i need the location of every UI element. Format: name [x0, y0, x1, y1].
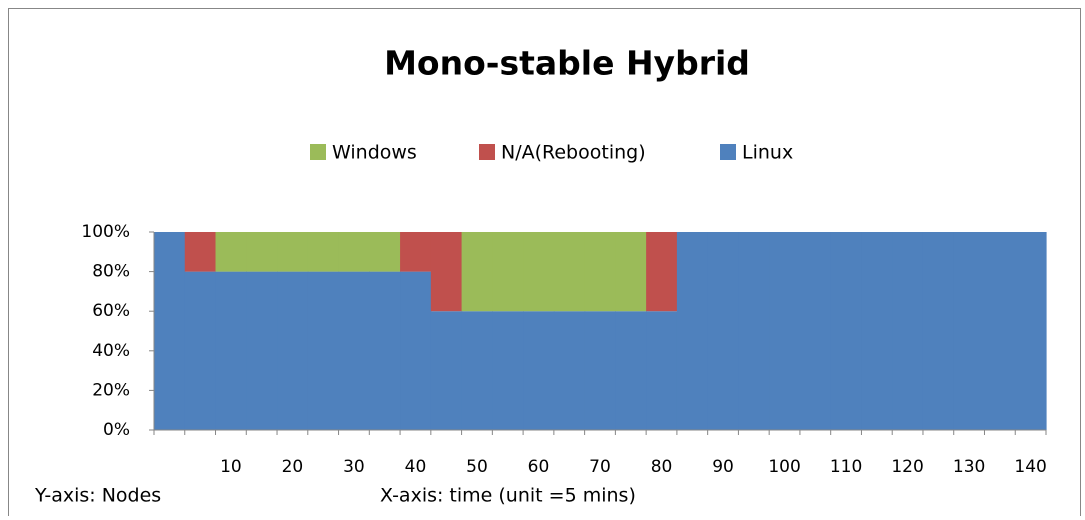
area-step	[830, 232, 863, 430]
x-tick-label: 50	[466, 457, 488, 477]
area-step	[922, 232, 955, 430]
chart-title: Mono-stable Hybrid	[384, 44, 750, 83]
area-step	[215, 232, 247, 272]
x-tick-label: 20	[282, 457, 304, 477]
x-tick-label: 70	[589, 457, 611, 477]
x-tick-label: 110	[830, 457, 862, 477]
area-step	[615, 232, 647, 312]
area-step	[584, 232, 616, 312]
area-step	[277, 271, 309, 430]
area-step	[707, 232, 740, 430]
area-step	[584, 311, 616, 430]
area-step	[154, 232, 186, 430]
x-tick-label: 90	[712, 457, 734, 477]
y-tick-label: 80%	[92, 262, 130, 282]
area-step	[277, 232, 309, 272]
area-step	[430, 311, 463, 430]
area-step	[430, 232, 463, 312]
area-step	[1015, 232, 1047, 430]
area-step	[400, 271, 432, 430]
area-step	[523, 232, 555, 312]
area-step	[369, 232, 401, 272]
area-step	[184, 271, 217, 430]
area-step	[369, 271, 401, 430]
area-step	[523, 311, 555, 430]
area-step	[307, 271, 340, 430]
legend-label: Linux	[742, 142, 793, 164]
area-step	[984, 232, 1016, 430]
x-tick-label: 10	[220, 457, 242, 477]
area-step	[492, 232, 524, 312]
area-step	[892, 232, 924, 430]
area-step	[738, 232, 770, 430]
y-tick-label: 40%	[92, 341, 130, 361]
x-tick-label: 120	[891, 457, 923, 477]
area-step	[646, 232, 678, 312]
x-tick-label: 40	[405, 457, 427, 477]
legend-swatch	[479, 144, 495, 160]
area-step	[246, 232, 278, 272]
area-step	[799, 232, 832, 430]
area-step	[246, 271, 278, 430]
x-tick-label: 60	[528, 457, 550, 477]
area-step	[184, 232, 217, 272]
area-step	[400, 232, 432, 272]
y-tick-label: 60%	[92, 301, 130, 321]
x-tick-label: 130	[953, 457, 985, 477]
area-step	[461, 232, 493, 312]
y-note: Y-axis: Nodes	[34, 485, 161, 507]
area-step	[553, 311, 586, 430]
y-tick-label: 0%	[103, 420, 130, 440]
area-step	[646, 311, 678, 430]
y-tick-label: 20%	[92, 380, 130, 400]
area-step	[769, 232, 801, 430]
area-step	[461, 311, 493, 430]
legend-label: N/A(Rebooting)	[501, 142, 646, 164]
area-step	[338, 271, 370, 430]
x-tick-label: 80	[651, 457, 673, 477]
legend-label: Windows	[332, 142, 417, 164]
area-step	[492, 311, 524, 430]
x-tick-label: 100	[768, 457, 800, 477]
area-step	[861, 232, 893, 430]
area-step	[676, 232, 709, 430]
legend-swatch	[310, 144, 326, 160]
y-tick-label: 100%	[81, 222, 130, 242]
area-step	[553, 232, 586, 312]
legend-swatch	[720, 144, 736, 160]
x-tick-label: 140	[1014, 457, 1046, 477]
area-step	[953, 232, 986, 430]
area-step	[307, 232, 340, 272]
area-step	[338, 232, 370, 272]
area-step	[215, 271, 247, 430]
area-step	[615, 311, 647, 430]
x-note: X-axis: time (unit =5 mins)	[380, 485, 636, 507]
x-tick-label: 30	[343, 457, 365, 477]
